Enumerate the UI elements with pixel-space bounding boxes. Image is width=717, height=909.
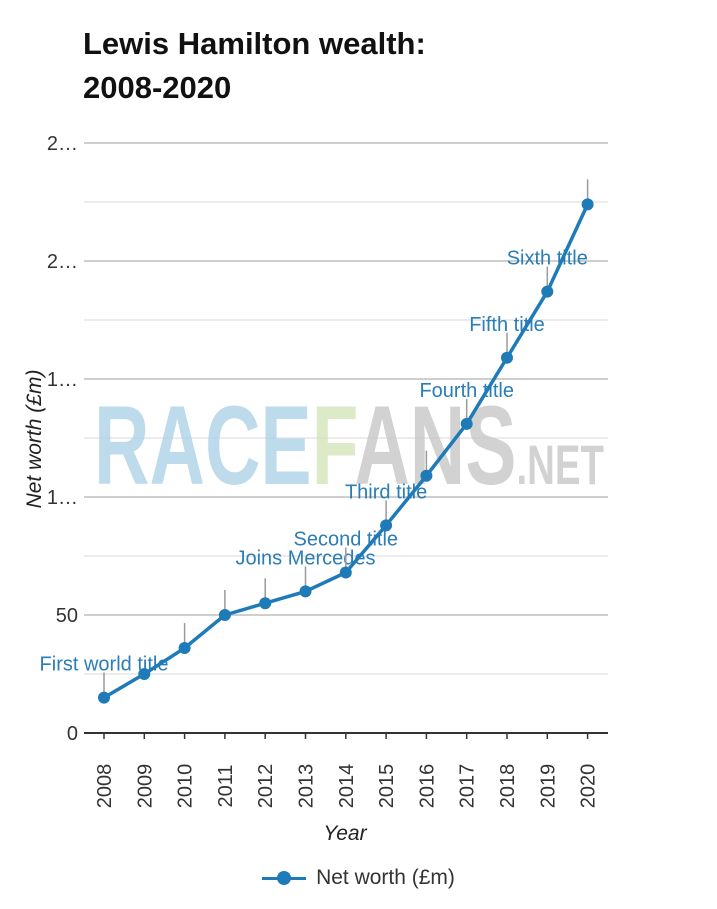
- data-point-2014: [339, 566, 352, 579]
- legend-label-net-worth: Net worth (£m): [316, 866, 455, 889]
- x-tick-label-2011: 2011: [215, 764, 237, 807]
- annotation-label-2018: Fifth title: [469, 314, 545, 336]
- x-tick-label-2018: 2018: [497, 764, 519, 809]
- y-tick-label-100: 50: [56, 605, 78, 627]
- data-point-2019: [541, 285, 554, 298]
- x-tick-label-2020: 2020: [578, 764, 600, 809]
- x-tick-label-2012: 2012: [255, 764, 277, 809]
- data-point-2016: [420, 469, 433, 482]
- data-point-2017: [460, 417, 473, 430]
- annotation-label-2008: First world title: [40, 654, 169, 676]
- x-tick-label-2010: 2010: [175, 764, 197, 809]
- data-point-2010: [178, 642, 191, 655]
- y-axis-title: Net worth (£m): [23, 370, 46, 509]
- watermark-part-f: F: [312, 383, 357, 508]
- x-tick-label-2016: 2016: [416, 764, 438, 809]
- x-tick-label-2019: 2019: [537, 764, 559, 809]
- x-axis-title: Year: [323, 822, 367, 845]
- legend: Net worth (£m): [0, 866, 717, 890]
- y-tick-label-300: 1…: [47, 369, 78, 391]
- data-point-2013: [299, 585, 312, 598]
- data-point-2008: [98, 691, 110, 704]
- svg-text:RACEFANS.NET: RACEFANS.NET: [94, 383, 604, 508]
- y-tick-label-200: 1…: [47, 487, 78, 509]
- watermark-part-race: RACE: [94, 383, 312, 508]
- data-point-2009: [138, 668, 151, 680]
- x-tick-label-2017: 2017: [457, 764, 479, 809]
- data-point-2018: [501, 351, 513, 364]
- chart-title-line-1: Lewis Hamilton wealth:: [83, 26, 426, 61]
- data-point-2012: [259, 597, 272, 610]
- data-point-2020: [581, 198, 594, 211]
- watermark-part-net: .NET: [517, 433, 604, 496]
- x-tick-label-2015: 2015: [376, 764, 398, 809]
- series-net-worth: [98, 198, 594, 704]
- data-point-2011: [218, 609, 231, 621]
- axes: 0 50 1… 1… 2… 2… 2008 2009 2010 2011 2012 2013 2014 2…: [47, 133, 608, 808]
- chart-title: Lewis Hamilton wealth: 2008-2020: [83, 22, 426, 110]
- annotation-label-2013: Joins Mercedes: [235, 547, 375, 569]
- annotation-label-2017: Fourth title: [419, 380, 513, 402]
- x-tick-label-2009: 2009: [134, 764, 156, 809]
- legend-swatch-net-worth: [262, 868, 307, 888]
- y-tick-label-0: 0: [67, 723, 78, 745]
- annotation-label-2014: Second title: [294, 529, 399, 551]
- y-tick-label-400: 2…: [47, 251, 78, 273]
- x-tick-label-2014: 2014: [336, 764, 358, 809]
- y-tick-label-500: 2…: [47, 133, 78, 155]
- watermark-part-ans: ANS: [354, 383, 516, 508]
- annotation-label-2019: Sixth title: [507, 248, 588, 270]
- data-point-2015: [380, 519, 393, 532]
- chart-title-line-2: 2008-2020: [83, 70, 232, 105]
- x-tick-label-2013: 2013: [296, 764, 318, 809]
- racefans-watermark: RACEFANS.NET: [94, 383, 604, 508]
- x-tick-label-2008: 2008: [94, 764, 116, 809]
